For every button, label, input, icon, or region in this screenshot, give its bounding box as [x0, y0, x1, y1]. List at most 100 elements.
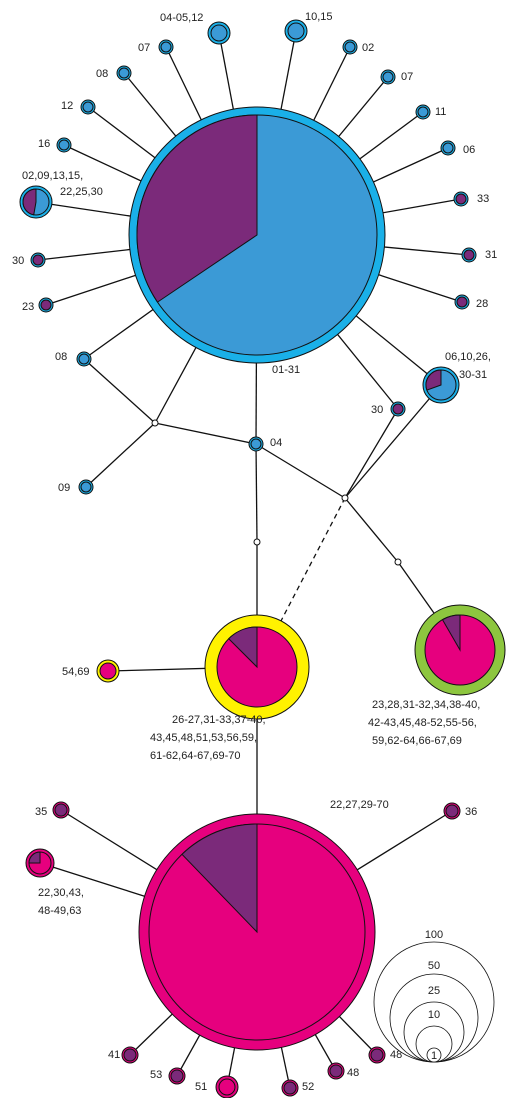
node-core: [417, 106, 429, 118]
nodes: [19, 19, 506, 1098]
node-label: 07: [401, 71, 413, 83]
node-label: 51: [195, 1081, 207, 1093]
edge: [83, 358, 156, 424]
edge: [255, 443, 346, 499]
legend-label: 1: [431, 1050, 437, 1062]
node-label: 43,45,48,51,53,56,59,: [150, 732, 257, 744]
node-label: 07: [138, 42, 150, 54]
node-label: 53: [150, 1069, 162, 1081]
node-core: [463, 249, 475, 261]
node-label: 16: [38, 138, 50, 150]
edge: [344, 384, 442, 499]
legend-label: 50: [428, 960, 440, 972]
edge: [154, 422, 257, 445]
node-core: [287, 22, 305, 40]
edge: [255, 443, 258, 543]
node-wedge: [441, 614, 461, 652]
dashed-edge: [256, 497, 346, 668]
node-core: [445, 804, 459, 818]
node-core: [170, 1069, 184, 1083]
node-core: [218, 1078, 236, 1096]
node-label: 06,10,26,: [445, 351, 491, 363]
node-core: [32, 254, 44, 266]
node-label: 23: [22, 301, 34, 313]
node-core: [54, 803, 68, 817]
node-core: [283, 1081, 297, 1095]
node-label: 22,27,29-70: [330, 799, 389, 811]
node-wedge: [28, 851, 41, 864]
node-label: 28: [476, 298, 488, 310]
node-label: 35: [35, 806, 47, 818]
node-core: [210, 24, 228, 42]
node-wedge: [228, 626, 258, 669]
node-label: 48: [347, 1067, 359, 1079]
node-core: [329, 1064, 343, 1078]
node-label: 30-31: [459, 369, 487, 381]
node-core: [382, 71, 394, 83]
node-core: [99, 662, 117, 680]
node-label: 02: [362, 42, 374, 54]
node-label: 54,69: [62, 666, 90, 678]
node-wedge: [181, 823, 258, 934]
node-label: 42-43,45,48-52,55-56,: [368, 717, 477, 729]
node-core: [80, 481, 92, 493]
node-label: 06: [463, 144, 475, 156]
median-vector: [341, 494, 349, 502]
legend-circle: [426, 1047, 442, 1063]
edge: [85, 422, 156, 488]
node-label: 30: [371, 404, 383, 416]
node-core: [442, 142, 454, 154]
node-label: 48-49,63: [38, 905, 81, 917]
node-label: 23,28,31-32,34,38-40,: [372, 699, 480, 711]
node-label: 61-62,64-67,69-70: [150, 750, 241, 762]
node-core: [370, 1048, 384, 1062]
node-label: 08: [55, 351, 67, 363]
node-label: 52: [302, 1081, 314, 1093]
median-vector: [253, 538, 261, 546]
node-core: [78, 353, 90, 365]
node-core: [160, 41, 172, 53]
node-label: 41: [108, 1049, 120, 1061]
node-label: 12: [61, 100, 73, 112]
node-label: 26-27,31-33,37-40,: [172, 714, 266, 726]
node-core: [392, 403, 404, 415]
legend: 100 50 25 10 1: [373, 929, 495, 1063]
median-vector: [394, 558, 402, 566]
node-core: [344, 41, 356, 53]
node-label: 08: [96, 68, 108, 80]
node-label: 10,15: [305, 11, 333, 23]
median-vector: [151, 419, 159, 427]
node-label: 31: [485, 249, 497, 261]
node-label: 48: [390, 1049, 402, 1061]
node-core: [250, 438, 262, 450]
node-core: [58, 139, 70, 151]
node-core: [455, 193, 467, 205]
node-core: [40, 299, 52, 311]
node-wedge: [22, 188, 37, 216]
legend-label: 25: [428, 985, 440, 997]
node-label: 22,30,43,: [38, 887, 84, 899]
node-label: 36: [465, 806, 477, 818]
node-label: 04-05,12: [160, 12, 203, 24]
node-label: 02,09,13,15,: [22, 170, 83, 182]
node-core: [82, 101, 94, 113]
legend-label: 100: [425, 929, 443, 941]
node-core: [123, 1048, 137, 1062]
edge: [344, 408, 399, 499]
legend-label: 10: [428, 1009, 440, 1021]
node-core: [118, 67, 130, 79]
node-label: 09: [58, 482, 70, 494]
node-label: 22,25,30: [60, 186, 103, 198]
node-label: 04: [270, 437, 282, 449]
node-label: 59,62-64,66-67,69: [372, 735, 462, 747]
node-label: 30: [12, 255, 24, 267]
node-core: [456, 296, 468, 308]
node-label: 11: [435, 106, 446, 118]
edge: [344, 497, 399, 563]
node-wedge: [136, 114, 258, 303]
node-wedge: [425, 369, 442, 391]
node-label: 01-31: [272, 364, 300, 376]
node-label: 33: [477, 193, 489, 205]
